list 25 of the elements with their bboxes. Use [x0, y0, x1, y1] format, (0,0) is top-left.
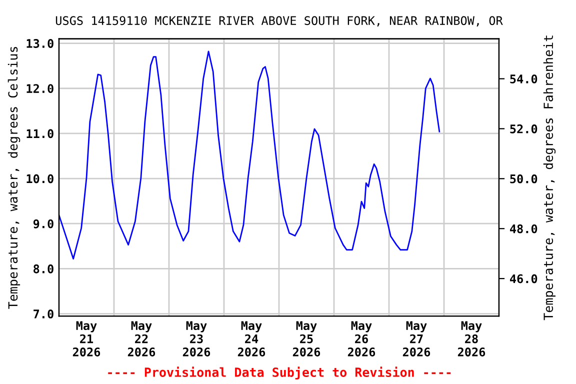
- y2-tick-label: 52.0: [510, 124, 538, 134]
- y-tick-label: 7.0: [34, 310, 54, 318]
- y2-tick-label: 50.0: [510, 174, 538, 184]
- y-tick-label: 13.0: [26, 39, 54, 48]
- y2-tick-label: 46.0: [510, 274, 538, 284]
- x-tick-label: May 22 2026: [128, 321, 156, 356]
- line-series: [58, 50, 440, 260]
- y-axis-title: Temperature, water, degrees Celsius: [8, 46, 20, 309]
- y-tick-label: 11.0: [26, 129, 54, 138]
- x-tick-label: May 21 2026: [72, 321, 100, 356]
- x-tick-label: May 25 2026: [292, 321, 320, 356]
- x-tick-label: May 24 2026: [238, 321, 266, 356]
- x-tick-label: May 27 2026: [402, 321, 430, 356]
- y-tick-label: 8.0: [34, 264, 54, 274]
- x-tick-label: May 28 2026: [458, 321, 486, 356]
- y2-tick-label: 48.0: [510, 224, 538, 234]
- text: ---- Provisional Data Subject to Revision ----: [108, 366, 451, 380]
- x-tick-label: May 26 2026: [348, 321, 376, 356]
- y2-axis-title: Temperature, water, degrees Fahrenheit: [543, 36, 556, 320]
- chart-title: USGS 14159110 MCKENZIE RIVER ABOVE SOUTH FORK, NEAR RAINBOW, OR: [56, 16, 503, 27]
- y-tick-label: 12.0: [26, 84, 54, 94]
- y-tick-label: 9.0: [33, 219, 54, 228]
- x-tick-label: May 23 2026: [182, 321, 210, 356]
- y-tick-label: 10.0: [26, 174, 54, 184]
- y2-tick-label: 54.0: [510, 74, 538, 84]
